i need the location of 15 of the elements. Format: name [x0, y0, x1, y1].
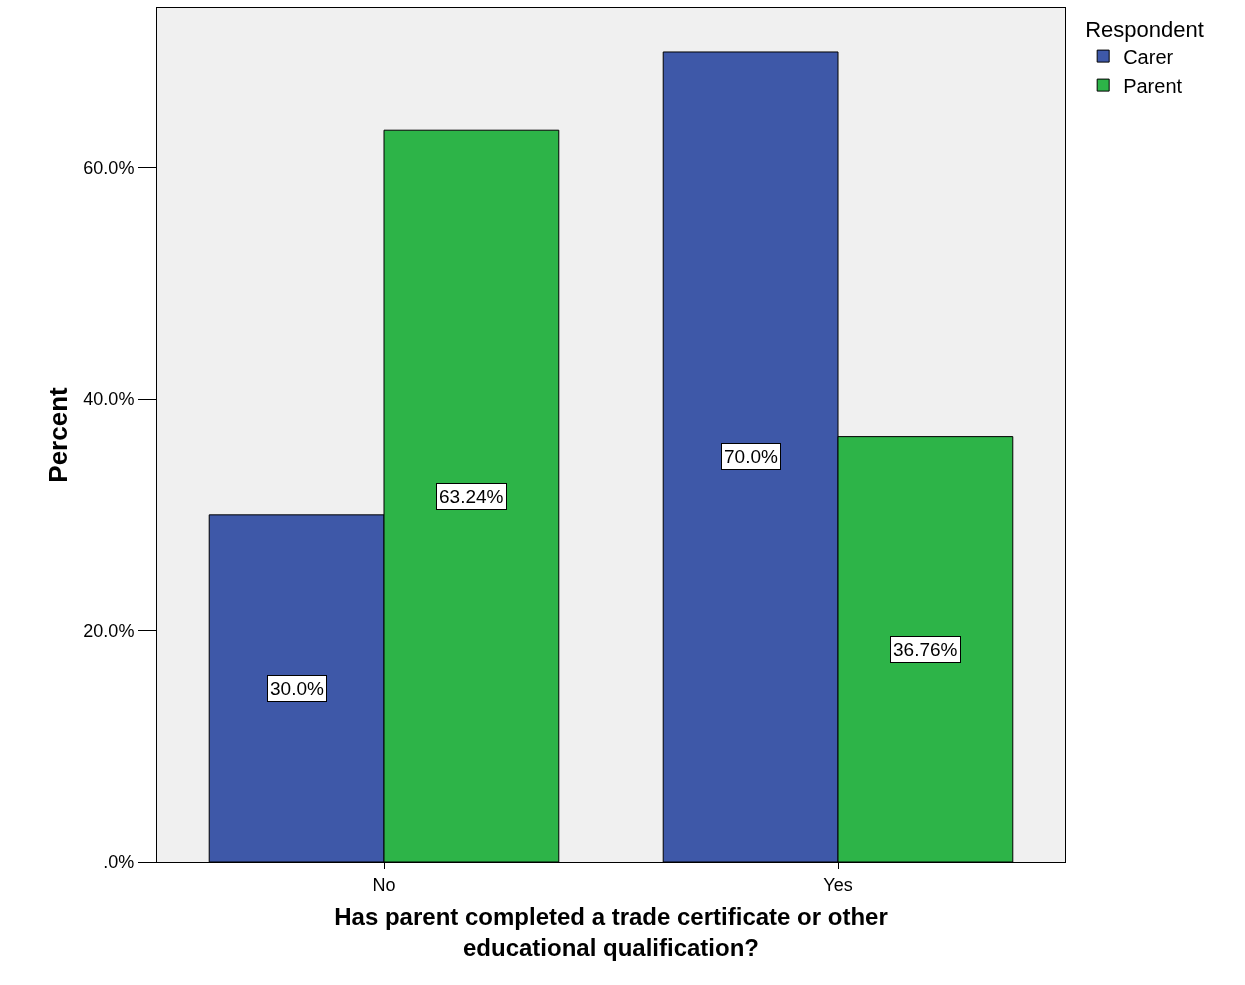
y-tick-label: .0% [103, 852, 135, 873]
legend-label: Parent [1123, 74, 1183, 97]
y-axis-title: Percent [42, 386, 73, 483]
data-label: 36.76% [893, 639, 958, 660]
data-label: 70.0% [724, 446, 778, 467]
x-tick-label: Yes [823, 874, 853, 895]
y-tick-label: 40.0% [83, 389, 135, 410]
data-label: 63.24% [439, 486, 504, 507]
y-tick-label: 60.0% [83, 157, 135, 178]
data-label: 30.0% [270, 678, 324, 699]
y-tick-label: 20.0% [83, 620, 135, 641]
x-axis-title: Has parent completed a trade certificate or other educational qualification? [334, 902, 888, 962]
x-tick-label: No [372, 874, 396, 895]
legend-title: Respondent [1085, 16, 1204, 42]
legend-label: Carer [1123, 45, 1174, 68]
